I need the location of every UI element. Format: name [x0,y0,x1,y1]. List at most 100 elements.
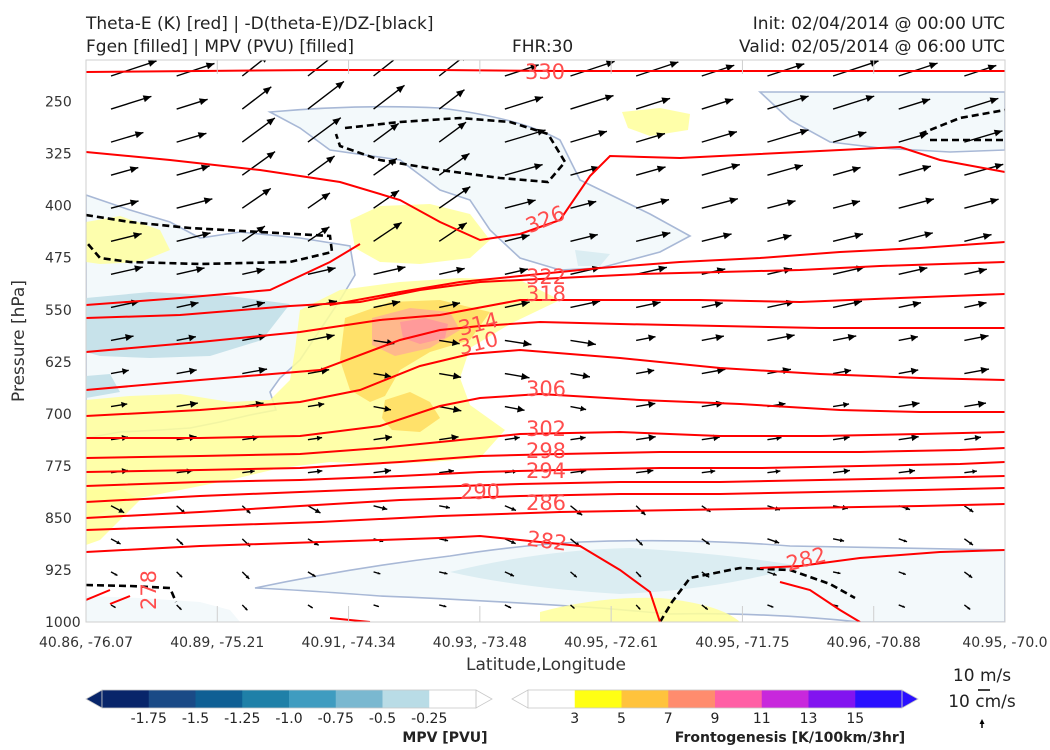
mpv-colorbar: -1.75 -1.5 -1.25 -1.0 -0.75 -0.5 -0.25 [85,689,493,727]
wind-vector [570,505,583,516]
wind-vector [898,98,931,110]
x-axis-ticks: 40.86, -76.07 40.89, -75.21 40.91, -74.34 4… [39,60,1048,651]
fgen-colorbar-low-end [511,689,529,709]
theta-e-contour [86,589,111,601]
wind-vector [373,60,395,77]
theta-e-contour [86,69,1005,73]
theta-e-contour [86,145,1005,242]
vector-reference-key: 10 m/s 10 cm/s [948,666,1016,728]
wind-vector [176,400,198,408]
wind-vector [307,333,335,342]
stability-contour [919,108,1005,136]
wind-vector [504,233,530,242]
wind-vector [832,299,863,309]
theta-e-contour [86,475,1005,503]
theta-e-label: 306 [526,377,566,401]
wind-vector [373,299,401,309]
wind-vector [373,189,400,209]
wind-vector [176,571,183,578]
wind-vector [636,401,656,408]
wind-vector [570,339,596,347]
fgen-region [622,108,690,136]
wind-vector [176,164,210,176]
theta-e-contour [86,348,1005,417]
wind-vector [701,604,709,611]
wind-vector [439,505,450,510]
wind-vector [832,368,852,375]
fgen-colorbar-swatch [808,690,856,708]
wind-vector [636,334,656,342]
wind-vector [635,198,670,209]
fgen-region [86,216,170,264]
wind-vector [373,122,400,143]
mpv-region [267,105,692,271]
wind-vector [964,300,987,309]
wind-vector [307,80,345,110]
theta-e-label: 322 [526,265,566,289]
wind-vector [832,571,841,575]
wind-vector [307,435,323,441]
x-tick-label: 40.89, -75.21 [170,635,264,651]
wind-vector [307,266,336,276]
wind-vector [504,604,512,609]
wind-vector [373,571,381,575]
wind-vector [110,60,157,77]
wind-vector [307,192,331,209]
wind-vector [832,538,845,543]
stability-contour [658,566,856,622]
wind-vector [963,604,971,611]
wind-vector [898,571,907,576]
wind-vector [832,334,857,342]
wind-vector [176,266,205,276]
wind-vector [504,339,532,347]
wind-vector [701,197,739,209]
wind-vector [898,400,920,408]
fgen-colorbar-swatch [761,690,809,708]
y-tick-label: 1000 [45,615,81,631]
wind-vector [570,571,578,578]
wind-vector [964,233,992,242]
wind-vector [701,163,741,176]
wind-vector [307,401,325,408]
wind-vector [635,604,641,610]
wind-vector [504,435,520,441]
wind-vector [635,132,666,143]
wind-vector [110,166,139,176]
wind-vector [767,604,774,608]
theta-e-labels: 330 326 322 318 314 310 306 302 298 294 … [137,60,829,610]
theta-e-contour [86,430,1005,459]
y-tick-label: 850 [45,511,72,527]
wind-vector [635,165,666,176]
wind-vector [767,333,795,342]
mpv-colorbar-swatch [195,690,243,708]
wind-vector [110,265,143,276]
plot-area: 330 326 322 318 314 310 306 302 298 294 … [86,60,1005,622]
wind-vector [110,232,142,242]
x-tick-label: 40.95, -72.61 [564,635,658,651]
theta-e-contour [86,447,1005,473]
x-axis-label: Latitude,Longitude [466,655,626,675]
wind-vector [307,468,323,475]
wind-vector [438,121,467,143]
wind-vector [241,604,248,611]
wind-vector [110,131,144,143]
wind-vector [635,300,661,309]
wind-vector [110,199,139,209]
wind-vector [438,60,465,77]
wind-vector [307,604,314,609]
mpv-colorbar-tick-label: -0.25 [411,711,447,727]
wind-vector [964,469,977,474]
wind-vector [110,538,121,545]
wind-vector [110,95,152,110]
wind-vector [898,62,938,77]
fgen-colorbar-swatch [574,690,622,708]
wind-vector [504,96,544,110]
mpv-region [86,292,290,358]
wind-vector [701,538,711,546]
wind-vector [832,401,850,408]
theta-e-label: 286 [526,491,566,515]
mpv-colorbar-swatch [382,690,430,708]
wind-vector [176,334,196,342]
mpv-colorbar-swatch [102,690,150,708]
